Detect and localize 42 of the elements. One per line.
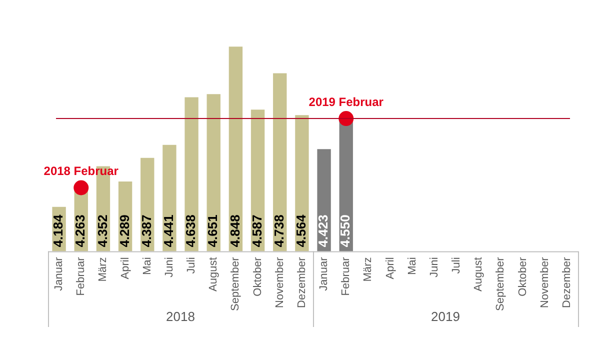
x-tick-label: Februar (340, 256, 352, 296)
x-tick-label: August (208, 257, 220, 292)
x-tick-label: Juni (428, 257, 440, 278)
data-label: 4.587 (249, 214, 264, 248)
data-label: 4.352 (94, 214, 110, 248)
data-label: 4.387 (138, 214, 154, 248)
x-tick-label: Juli (186, 257, 198, 274)
x-tick-label: Oktober (252, 256, 264, 296)
data-label: 4.550 (338, 214, 353, 248)
x-tick-label: Mai (141, 257, 154, 275)
x-tick-label: Februar (75, 256, 88, 296)
x-tick-label: Januar (53, 256, 66, 291)
x-tick-label: März (97, 257, 110, 282)
data-label: 2018 Februar (44, 164, 119, 178)
data-label: 4.441 (161, 214, 176, 248)
x-tick-label: Dezember (296, 256, 308, 308)
data-label: 4.564 (294, 214, 309, 248)
x-tick-label: Mai (406, 257, 418, 275)
data-label: 4.638 (183, 214, 198, 248)
data-label: 4.263 (72, 214, 88, 248)
x-tick-label: September (230, 256, 242, 312)
x-tick-label: August (472, 257, 485, 292)
data-label: 4.651 (205, 214, 220, 248)
data-label: 4.184 (50, 214, 66, 248)
x-tick-label: Dezember (560, 256, 573, 308)
data-label: 4.289 (116, 214, 132, 248)
x-tick-label: Oktober (516, 256, 529, 296)
x-tick-label: September (494, 256, 507, 312)
x-tick-label: November (538, 256, 551, 308)
x-tick-label: November (274, 256, 286, 308)
x-tick-label: Januar (318, 256, 330, 291)
x-tick-label: Juni (163, 257, 176, 278)
annotation: 2018 (166, 309, 195, 324)
data-label: 4.738 (271, 214, 286, 248)
data-label: 2019 Februar (308, 94, 384, 109)
x-tick-label: März (362, 257, 374, 282)
x-tick-label: Juli (450, 257, 463, 274)
data-label: 4.423 (316, 214, 331, 248)
data-label: 4.848 (227, 214, 242, 248)
annotation: 2019 (431, 309, 460, 324)
x-tick-label: April (384, 257, 396, 280)
x-tick-label: April (119, 257, 132, 280)
